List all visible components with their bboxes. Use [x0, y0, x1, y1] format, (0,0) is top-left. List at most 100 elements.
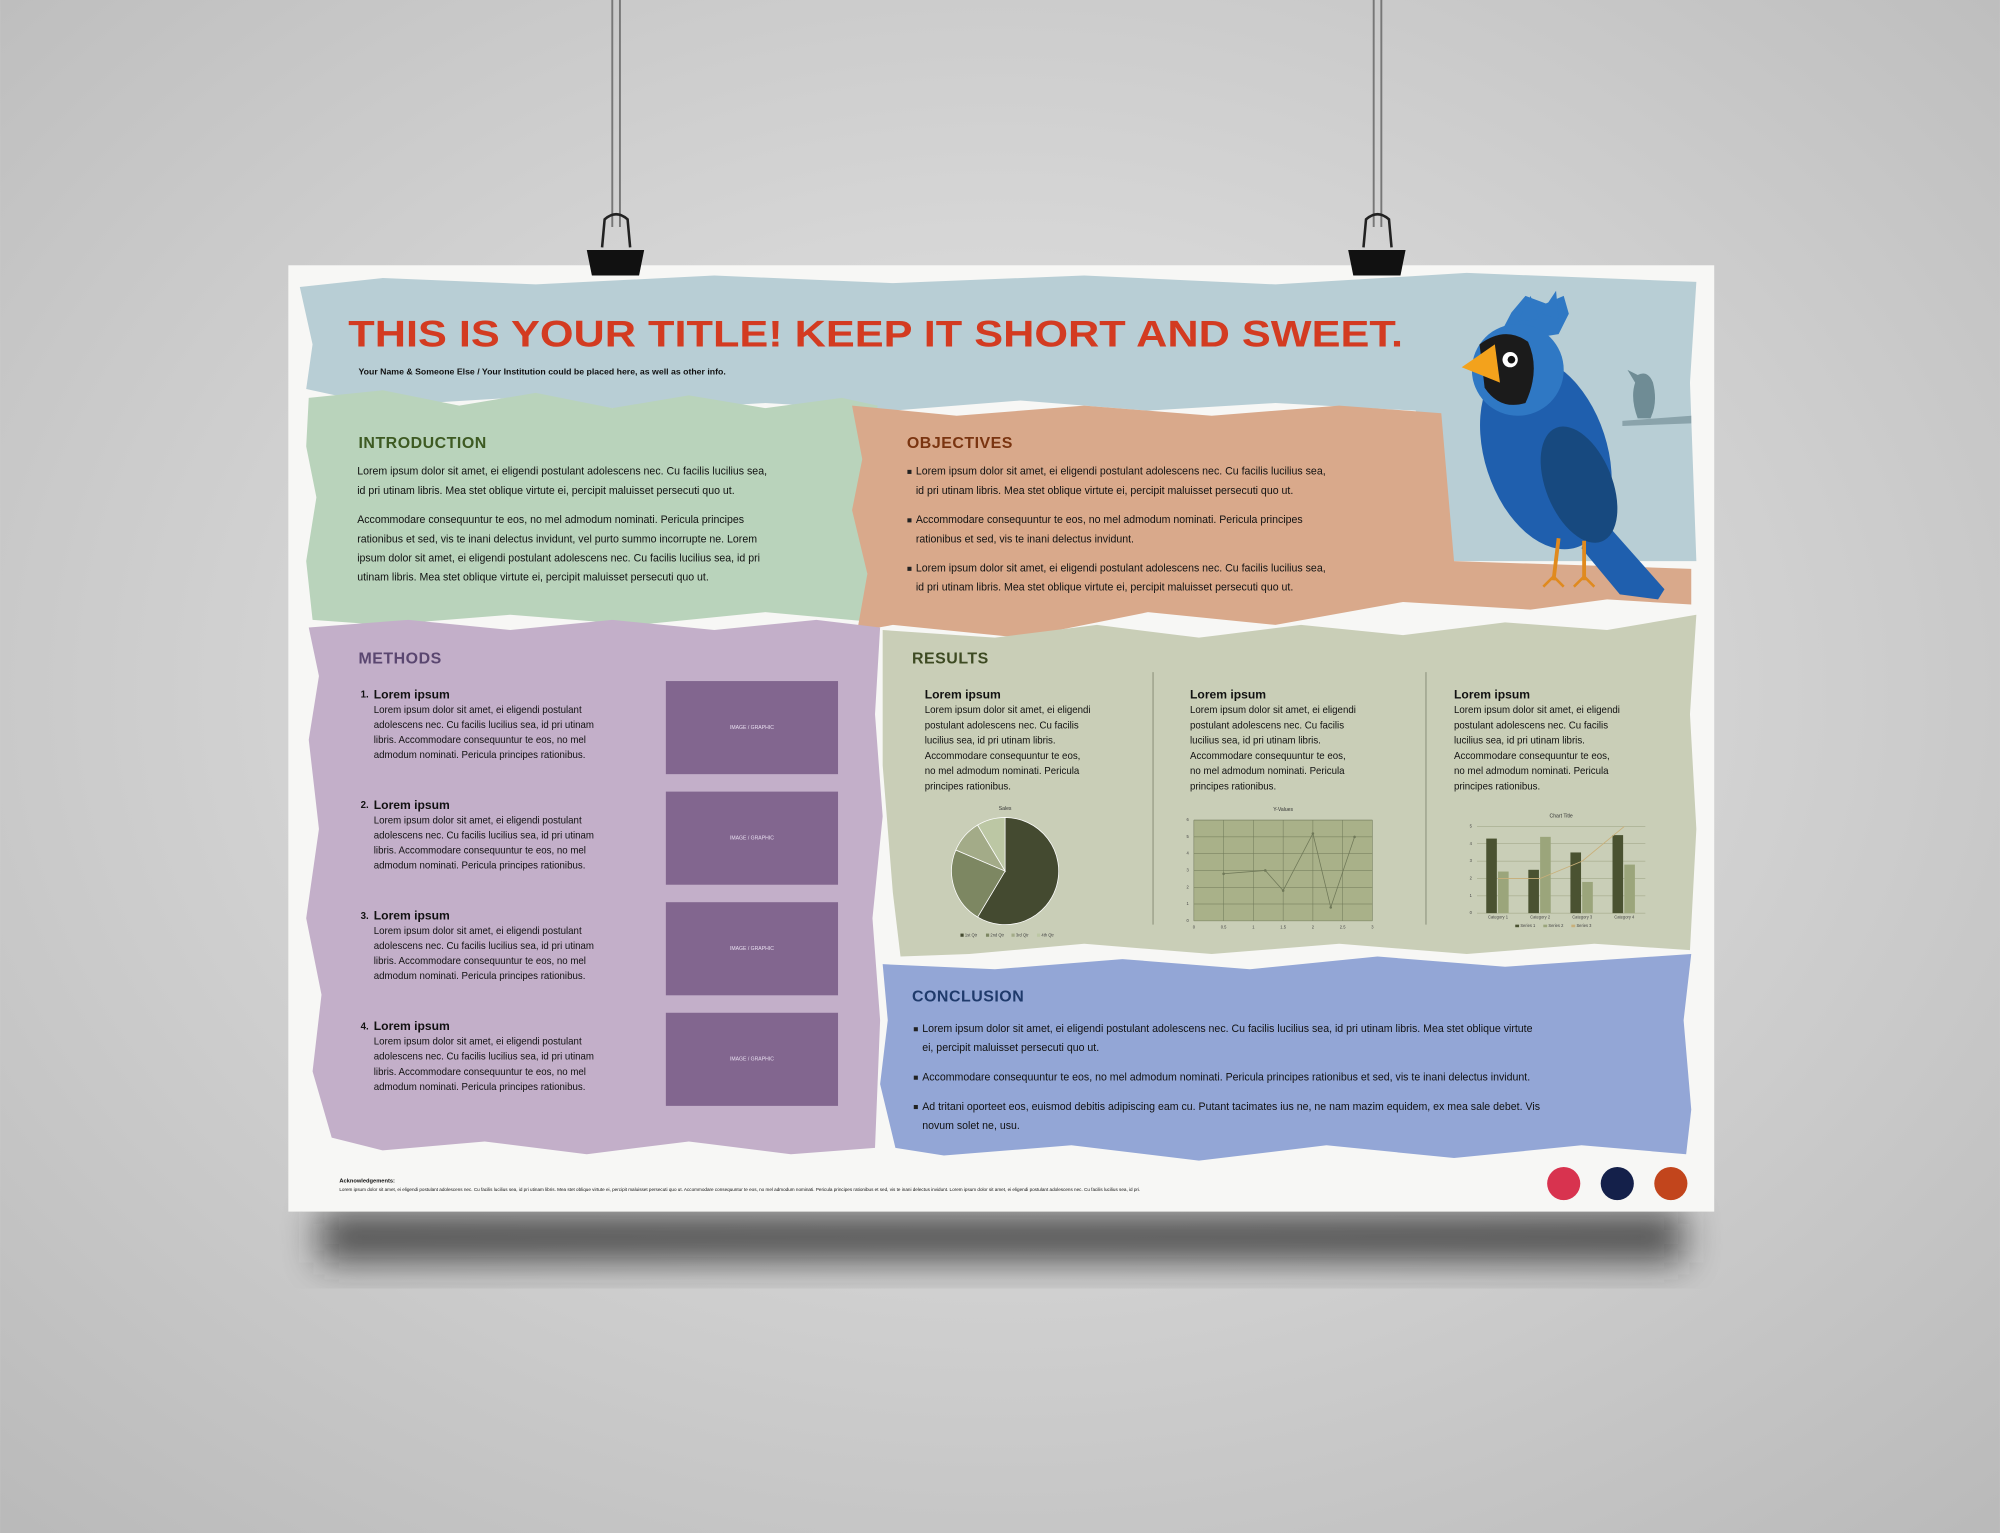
column-title: Lorem ipsum: [925, 687, 1001, 701]
body-line: postulant adolescens nec. Cu facilis: [1454, 720, 1608, 731]
body-line: lucilius sea, id pri utinam libris.: [1190, 736, 1321, 747]
bar: [1612, 835, 1624, 914]
x-tick-label: Category 4: [1614, 915, 1635, 920]
y-tick-label: 2: [1186, 884, 1189, 889]
item-number: 1.: [361, 690, 369, 701]
pie-slice: [951, 849, 1006, 918]
legend-label: 1st Qtr: [965, 932, 978, 937]
body-line: Lorem ipsum dolor sit amet, ei eligendi: [1190, 705, 1356, 716]
y-tick-label: 4: [1470, 841, 1473, 846]
body-line: novum solet ne, usu.: [922, 1120, 1020, 1132]
y-tick-label: 5: [1186, 834, 1189, 839]
body-line: admodum nominati. Pericula principes rat…: [374, 750, 586, 761]
body-line: no mel admodum nominati. Pericula: [925, 766, 1080, 777]
legend-swatch: [1571, 924, 1576, 928]
body-line: libris. Accommodare consequuntur te eos,…: [374, 956, 586, 967]
x-tick-label: 0.5: [1221, 924, 1227, 929]
section-heading: OBJECTIVES: [907, 435, 1013, 452]
legend-label: 3rd Qtr: [1016, 932, 1029, 937]
body-line: rationibus et sed, vis te inani delectus…: [357, 533, 757, 545]
column-title: Lorem ipsum: [1190, 687, 1266, 701]
body-line: Lorem ipsum dolor sit amet, ei eligendi …: [916, 563, 1326, 575]
legend-swatch: [1515, 924, 1520, 928]
point: [1281, 889, 1285, 892]
y-tick-label: 1: [1186, 901, 1189, 906]
legend-label: 2nd Qtr: [990, 932, 1004, 937]
chart-title: Y-Values: [1273, 807, 1293, 813]
image-placeholder: [665, 681, 839, 775]
point: [1329, 906, 1333, 909]
legend-swatch: [960, 933, 964, 937]
body-line: no mel admodum nominati. Pericula: [1190, 766, 1345, 777]
body-line: postulant adolescens nec. Cu facilis: [925, 720, 1079, 731]
section-heading: CONCLUSION: [912, 989, 1024, 1006]
legend-swatch: [1543, 924, 1548, 928]
body-line: Accommodare consequuntur te eos, no mel …: [357, 514, 744, 526]
x-tick-label: 2: [1312, 924, 1315, 929]
body-line: principes rationibus.: [925, 781, 1011, 792]
body-line: utinam libris. Mea stet oblique virtute …: [357, 572, 709, 584]
body-line: admodum nominati. Pericula principes rat…: [374, 971, 586, 982]
bullet: [907, 469, 912, 474]
y-tick-label: 3: [1186, 868, 1189, 873]
legend-swatch: [1036, 933, 1041, 937]
bar: [1486, 838, 1497, 914]
body-line: Lorem ipsum dolor sit amet, ei eligendi: [925, 705, 1091, 716]
body-line: id pri utinam libris. Mea stet oblique v…: [916, 485, 1293, 497]
body-line: adolescens nec. Cu facilis lucilius sea,…: [374, 831, 594, 842]
body-line: no mel admodum nominati. Pericula: [1454, 766, 1609, 777]
y-tick-label: 4: [1186, 851, 1189, 856]
point: [1311, 832, 1315, 835]
image-label: IMAGE / GRAPHIC: [730, 946, 774, 952]
image-placeholder: [665, 1012, 839, 1106]
body-line: admodum nominati. Pericula principes rat…: [374, 861, 586, 872]
poster-shadow: [318, 1211, 1684, 1263]
bullet: [913, 1027, 918, 1032]
item-title: Lorem ipsum: [374, 908, 450, 922]
body-line: libris. Accommodare consequuntur te eos,…: [374, 1067, 586, 1078]
x-tick-label: 1: [1252, 924, 1255, 929]
body-line: adolescens nec. Cu facilis lucilius sea,…: [374, 1052, 594, 1063]
y-tick-label: 6: [1186, 817, 1189, 822]
body-line: lucilius sea, id pri utinam libris.: [1454, 736, 1585, 747]
x-tick-label: 0: [1193, 924, 1196, 929]
x-tick-label: 2.5: [1340, 924, 1346, 929]
bar: [1540, 836, 1551, 914]
point: [1264, 869, 1267, 872]
y-tick-label: 0: [1470, 910, 1473, 915]
bullet: [913, 1075, 918, 1080]
x-tick-label: Category 3: [1572, 915, 1593, 920]
legend-swatch: [1011, 933, 1015, 937]
legend-label: Series 2: [1548, 923, 1564, 928]
pie-slice: [977, 817, 1006, 873]
series-line: [1223, 832, 1355, 909]
body-line: principes rationibus.: [1190, 781, 1276, 792]
bar: [1498, 871, 1509, 914]
body-line: Lorem ipsum dolor sit amet, ei eligendi …: [374, 1037, 582, 1048]
x-tick-label: Category 2: [1530, 915, 1551, 920]
y-tick-label: 5: [1470, 824, 1473, 829]
point: [1353, 835, 1356, 839]
body-line: Lorem ipsum dolor sit amet, ei eligendi …: [374, 705, 582, 716]
legend-label: Series 1: [1520, 923, 1536, 928]
section-shapes: [299, 272, 1697, 1161]
body-line: Lorem ipsum dolor sit amet, ei eligendi …: [374, 816, 582, 827]
image-placeholder: [665, 791, 839, 885]
x-tick-label: 1.5: [1280, 924, 1286, 929]
body-line: id pri utinam libris. Mea stet oblique v…: [916, 582, 1293, 594]
bullet: [907, 566, 912, 571]
series-line: [1498, 826, 1625, 879]
body-line: lucilius sea, id pri utinam libris.: [925, 736, 1056, 747]
x-tick-label: 3: [1371, 924, 1374, 929]
bullet: [907, 518, 912, 523]
section-heading: RESULTS: [912, 651, 989, 668]
section-heading: INTRODUCTION: [358, 435, 486, 452]
item-title: Lorem ipsum: [374, 1019, 450, 1033]
chart-title: Sales: [999, 806, 1012, 812]
body-line: principes rationibus.: [1454, 781, 1540, 792]
body-line: admodum nominati. Pericula principes rat…: [374, 1082, 586, 1093]
body-line: Accommodare consequuntur te eos,: [1454, 751, 1610, 762]
poster-subtitle: Your Name & Someone Else / Your Institut…: [358, 368, 725, 377]
